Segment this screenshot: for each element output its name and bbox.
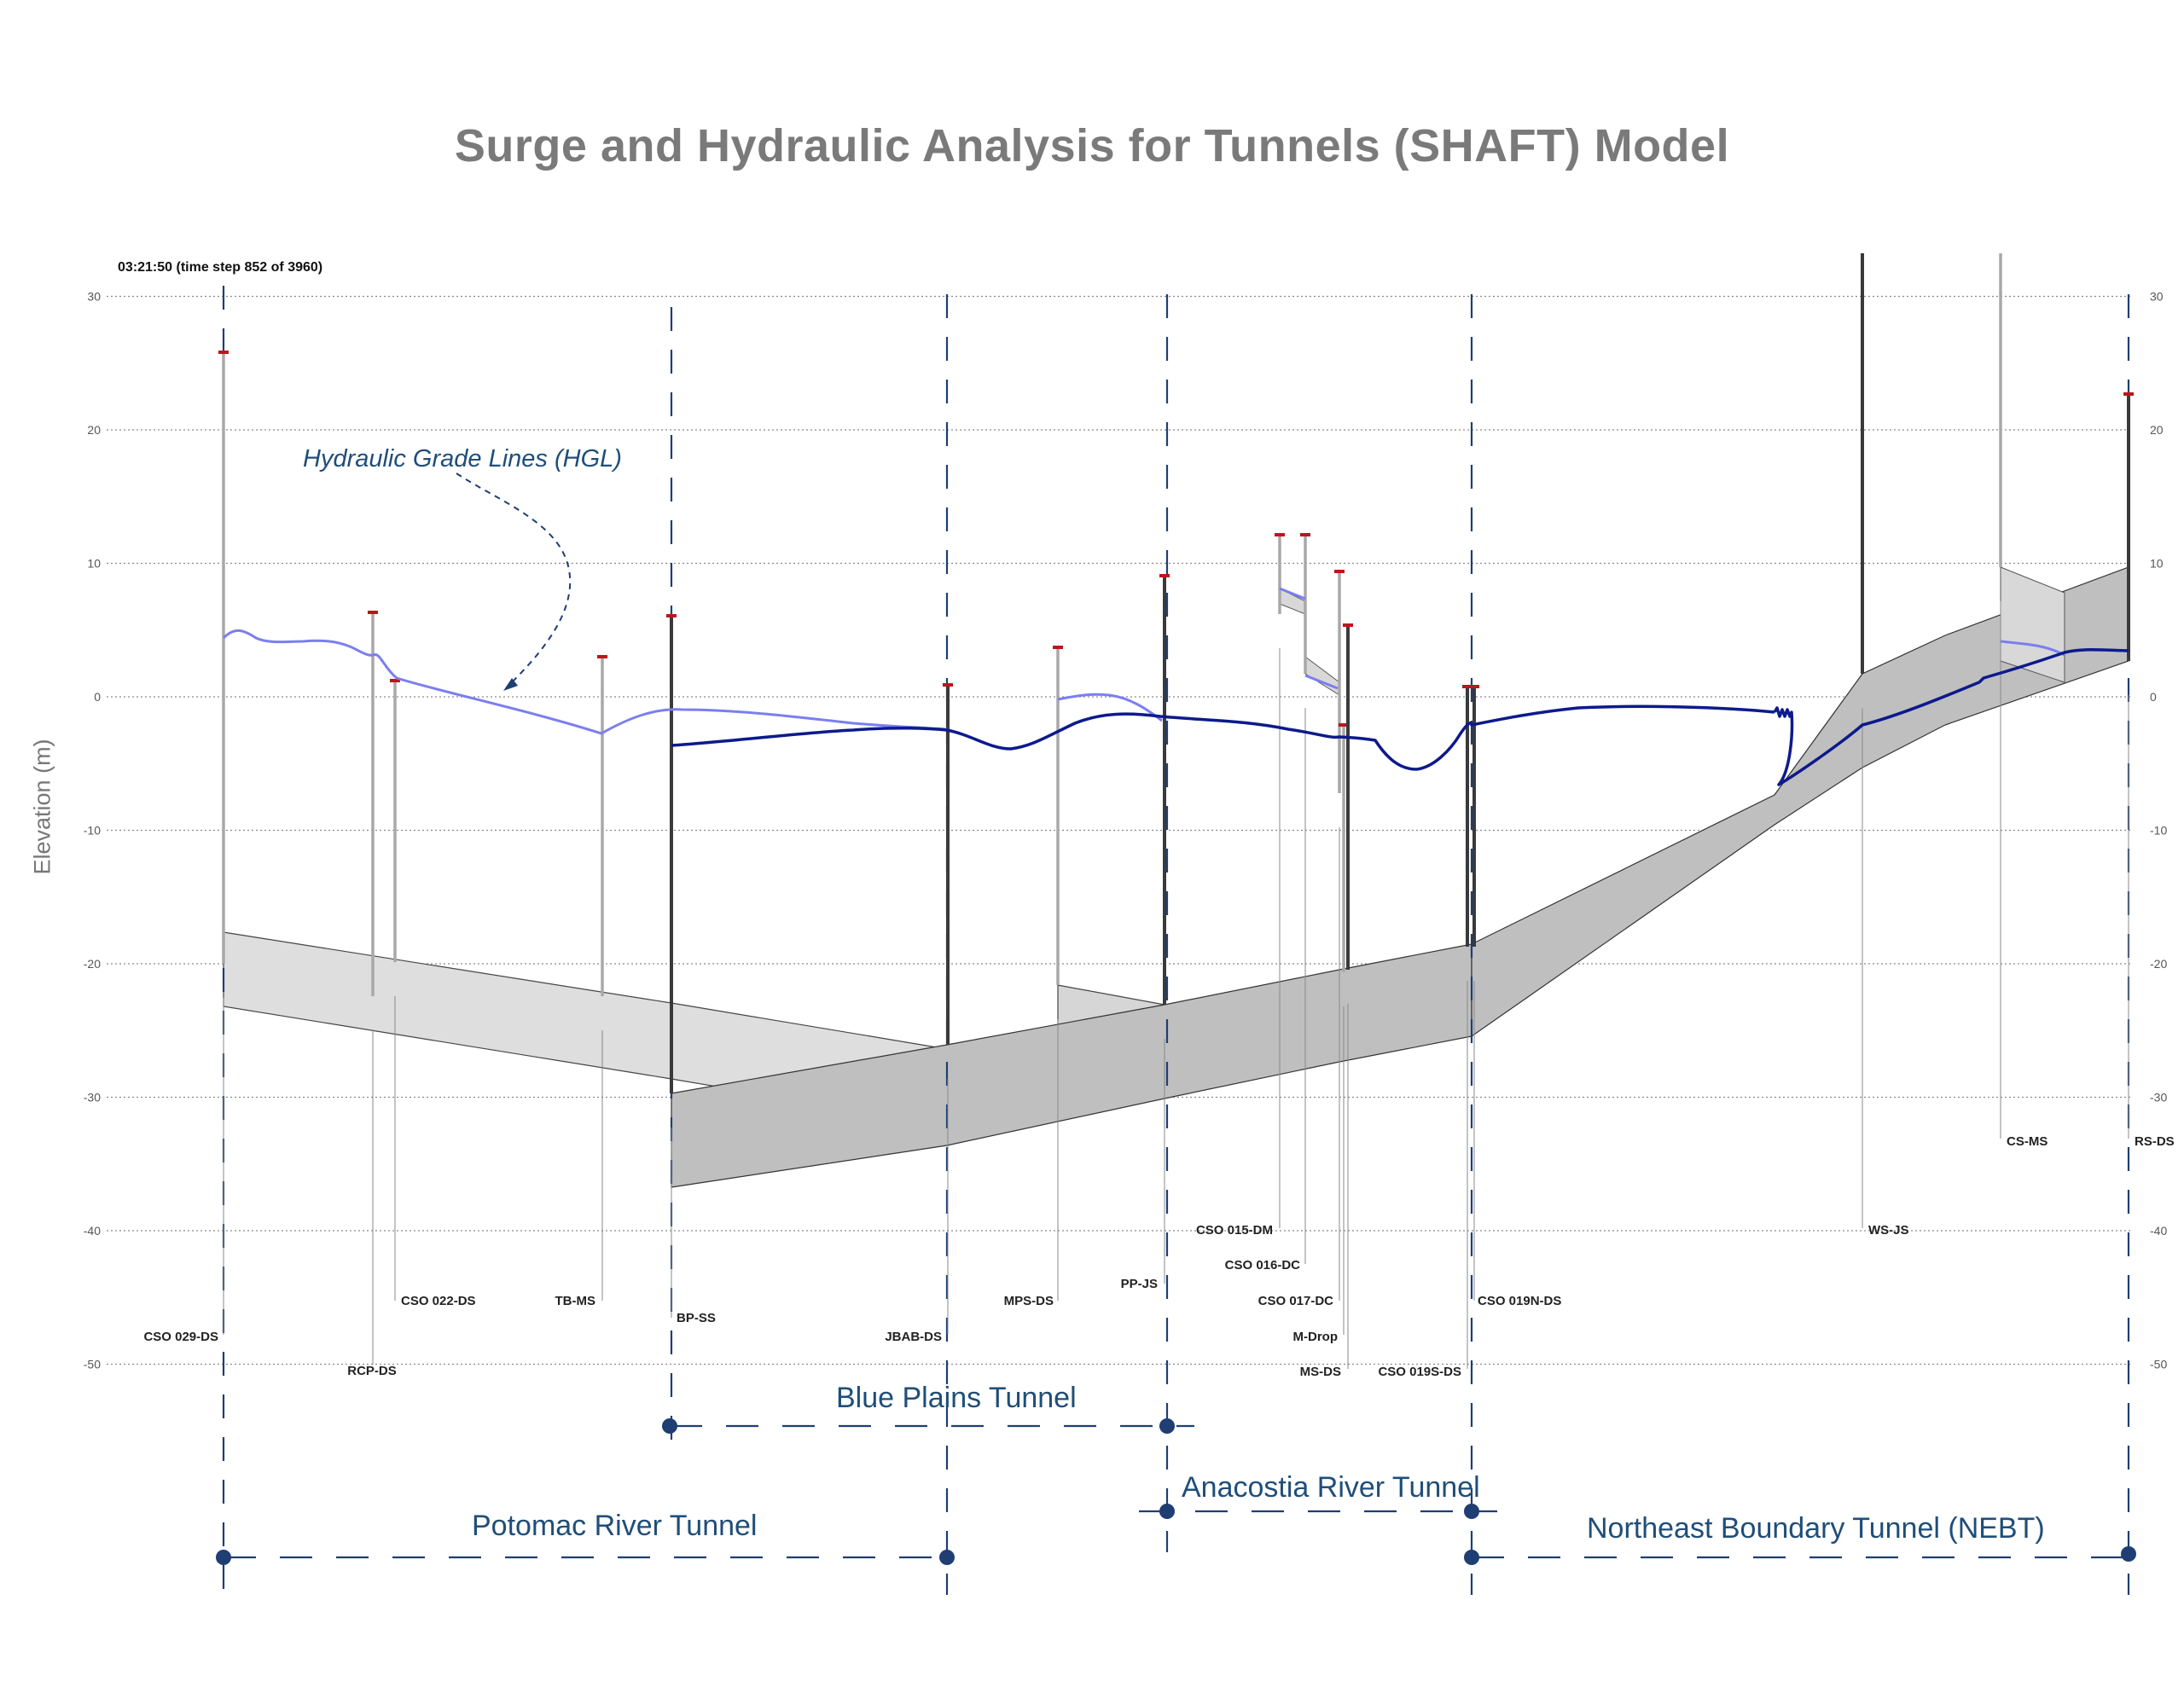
y-tick-label-right: 30 xyxy=(2150,290,2164,304)
shaft-label: CSO 022-DS xyxy=(401,1294,476,1308)
shaft-label: MPS-DS xyxy=(1004,1294,1054,1308)
gridlines xyxy=(107,295,2133,1365)
anacostia-tunnel-label: Anacostia River Tunnel xyxy=(1182,1471,1480,1504)
shaft-label: WS-JS xyxy=(1868,1223,1909,1238)
shaft-label: JBAB-DS xyxy=(885,1330,942,1344)
hgl-cs xyxy=(2000,640,2065,657)
shaft-label: BP-SS xyxy=(677,1311,716,1325)
anacostia-dc-section-2 xyxy=(1304,656,1340,696)
shaft-label: CSO 029-DS xyxy=(143,1330,218,1344)
hgl-annotation: Hydraulic Grade Lines (HGL) xyxy=(303,445,622,472)
timestamp: 03:21:50 (time step 852 of 3960) xyxy=(118,260,323,275)
nebt-tunnel-label: Northeast Boundary Tunnel (NEBT) xyxy=(1587,1512,2045,1545)
shaft-label: CS-MS xyxy=(2007,1134,2048,1149)
shaft-label: M-Drop xyxy=(1293,1330,1339,1344)
y-tick-label-right: -10 xyxy=(2150,824,2167,838)
y-tick-label-right: 0 xyxy=(2150,690,2157,704)
hgl-mps xyxy=(1057,693,1163,722)
shaft-label: CSO 019S-DS xyxy=(1378,1365,1461,1379)
tunnel-extent-dots xyxy=(216,1418,2136,1565)
shaft-label: CSO 016-DC xyxy=(1225,1258,1301,1272)
hgl-dc xyxy=(1304,674,1339,690)
y-tick-label-left: -10 xyxy=(84,824,101,838)
tunnel-sections xyxy=(223,566,2129,1188)
tunnel-extents xyxy=(224,1424,2129,1559)
y-tick-label-right: -50 xyxy=(2150,1358,2167,1371)
shaft-label: CSO 015-DM xyxy=(1196,1223,1273,1238)
hgl-annotation-arrow xyxy=(456,472,572,691)
y-tick-label-left: -50 xyxy=(84,1358,101,1371)
y-tick-label-right: 20 xyxy=(2150,423,2164,437)
y-tick-label-left: -30 xyxy=(84,1091,101,1104)
y-tick-label-left: 10 xyxy=(87,557,101,571)
shaft-label: CSO 019N-DS xyxy=(1478,1294,1561,1308)
y-tick-label-left: 20 xyxy=(87,423,101,437)
hgl-nebt xyxy=(1773,648,2129,786)
shaft-label: MS-DS xyxy=(1300,1365,1341,1379)
hgl-blue-plains xyxy=(671,704,1775,771)
shaft-label: TB-MS xyxy=(555,1294,596,1308)
hgl-lines xyxy=(222,587,2129,786)
y-tick-label-left: -20 xyxy=(84,957,101,971)
hgl-potomac xyxy=(222,629,948,735)
y-tick-labels: 30 30 20 20 10 10 0 0 -10 -10 -20 -20 -30 -30 -40 -40 -5… xyxy=(84,290,2168,1371)
y-tick-label-right: -30 xyxy=(2150,1091,2167,1104)
page-title: Surge and Hydraulic Analysis for Tunnels… xyxy=(454,120,1730,171)
y-tick-label-left: 30 xyxy=(87,290,101,304)
y-tick-label-right: -40 xyxy=(2150,1224,2167,1238)
shaft-label: RS-DS xyxy=(2135,1134,2175,1149)
tunnel-divisions xyxy=(222,286,2130,1595)
blue-plains-tunnel-label: Blue Plains Tunnel xyxy=(836,1382,1077,1414)
hgl-dm xyxy=(1279,587,1306,600)
potomac-tunnel-label: Potomac River Tunnel xyxy=(472,1510,758,1542)
y-tick-label-left: 0 xyxy=(94,690,101,704)
shaft-label: RCP-DS xyxy=(347,1364,397,1378)
shaft-label: PP-JS xyxy=(1121,1277,1158,1291)
y-tick-label-left: -40 xyxy=(84,1224,101,1238)
y-tick-label-right: 10 xyxy=(2150,557,2164,571)
shaft-labels: CSO 029-DS RCP-DS CSO 022-DS TB-MS BP-SS JBAB… xyxy=(143,1134,2174,1379)
shaft-lines xyxy=(218,253,2134,1369)
shaft-label: CSO 017-DC xyxy=(1258,1294,1334,1308)
y-tick-label-right: -20 xyxy=(2150,957,2167,971)
